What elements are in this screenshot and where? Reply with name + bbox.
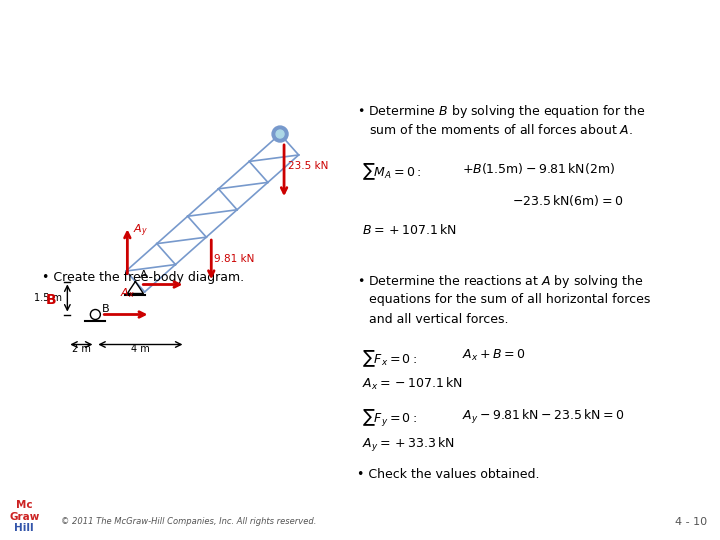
Text: ◀: ◀ [10,183,17,192]
Text: $A_y$: $A_y$ [133,223,148,239]
Text: $\sum F_x = 0:$: $\sum F_x = 0:$ [362,348,418,369]
Text: sum of the moments of all forces about $A$.: sum of the moments of all forces about $… [369,123,634,137]
Text: 4 - 10: 4 - 10 [675,517,706,527]
Text: • Determine $B$ by solving the equation for the: • Determine $B$ by solving the equation … [357,103,646,120]
Text: B: B [102,305,110,314]
Text: $\sum F_y = 0:$: $\sum F_y = 0:$ [362,408,418,429]
Text: $B = +107.1\,\mathrm{kN}$: $B = +107.1\,\mathrm{kN}$ [362,224,456,237]
Text: Graw: Graw [9,512,40,522]
Text: ■: ■ [10,402,17,411]
Text: 2 m: 2 m [72,345,91,354]
Text: $A_y = +33.3\,\mathrm{kN}$: $A_y = +33.3\,\mathrm{kN}$ [362,436,455,454]
Text: $A_x + B = 0$: $A_x + B = 0$ [462,348,526,363]
Text: Edi-: Edi- [8,26,19,32]
Text: ▶: ▶ [10,234,17,243]
Text: 1st: 1st [8,11,19,17]
Text: A: A [140,269,148,280]
Text: • Create the free-body diagram.: • Create the free-body diagram. [42,271,245,284]
Text: 4 m: 4 m [131,345,150,354]
Text: ▶: ▶ [10,335,17,344]
Text: $\sum M_A = 0:$: $\sum M_A = 0:$ [362,161,422,182]
Text: 9.81 kN: 9.81 kN [215,254,255,264]
Text: $A_y - 9.81\,\mathrm{kN} - 23.5\,\mathrm{kN} = 0$: $A_y - 9.81\,\mathrm{kN} - 23.5\,\mathrm… [462,408,625,426]
Text: Sample Problem 4.1: Sample Problem 4.1 [27,57,231,76]
Text: 1.5 m: 1.5 m [35,293,63,303]
Text: $A_x$: $A_x$ [120,287,135,300]
Text: tion: tion [8,38,19,43]
Text: • Check the values obtained.: • Check the values obtained. [357,468,540,481]
Text: ▶: ▶ [10,285,17,293]
Text: • Determine the reactions at $A$ by solving the: • Determine the reactions at $A$ by solv… [357,273,644,291]
Text: 23.5 kN: 23.5 kN [288,161,328,171]
Text: ⌂: ⌂ [11,124,17,133]
Text: Statics and Mechanics of Materials: Statics and Mechanics of Materials [36,15,500,39]
Circle shape [276,130,284,138]
Text: $-23.5\,\mathrm{kN}(6\mathrm{m})= 0$: $-23.5\,\mathrm{kN}(6\mathrm{m})= 0$ [513,193,624,208]
Circle shape [272,126,288,142]
Text: and all vertical forces.: and all vertical forces. [369,313,509,326]
Text: $A_x = -107.1\,\mathrm{kN}$: $A_x = -107.1\,\mathrm{kN}$ [362,376,463,393]
Text: Hill: Hill [14,523,34,533]
Circle shape [91,309,100,320]
Text: B: B [45,294,56,307]
Text: equations for the sum of all horizontal forces: equations for the sum of all horizontal … [369,293,651,306]
Text: Mc: Mc [16,501,32,510]
Text: © 2011 The McGraw-Hill Companies, Inc. All rights reserved.: © 2011 The McGraw-Hill Companies, Inc. A… [60,517,316,526]
Text: $+B(1.5\mathrm{m})-9.81\,\mathrm{kN}(2\mathrm{m})$: $+B(1.5\mathrm{m})-9.81\,\mathrm{kN}(2\m… [462,161,616,176]
